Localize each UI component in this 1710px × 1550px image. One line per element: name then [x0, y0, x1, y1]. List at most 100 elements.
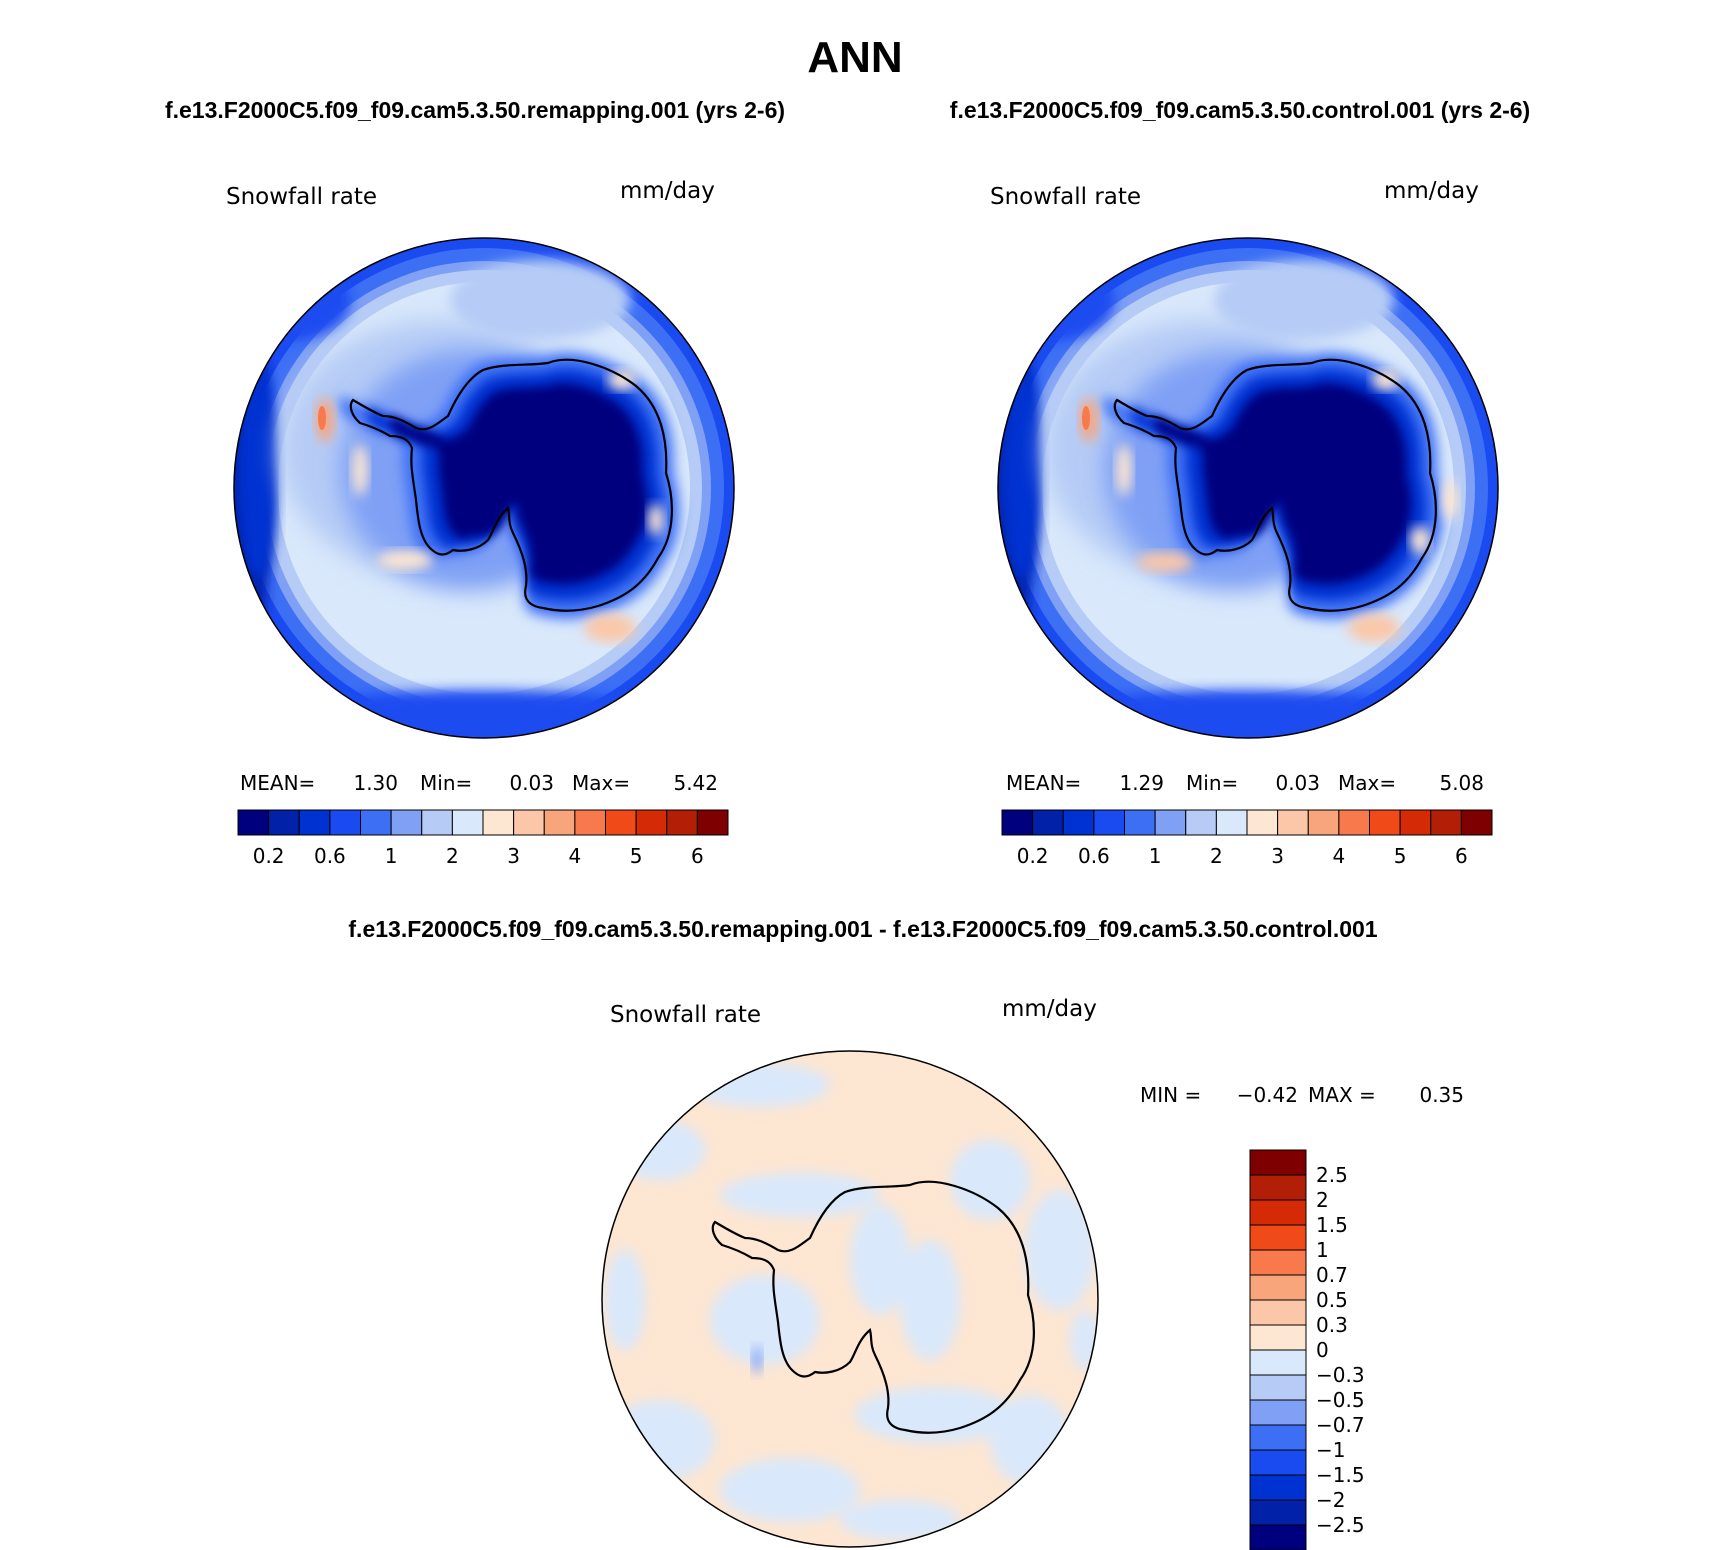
colorbar-tick-label: 0.3 [1316, 1313, 1348, 1337]
colorbar-swatch [451, 809, 484, 836]
colorbar-tick-label: 1 [1316, 1238, 1329, 1262]
colorbar-tick-label: 2 [1210, 844, 1223, 868]
colorbar-tick-label: 2 [446, 844, 459, 868]
colorbar-swatch [666, 809, 698, 836]
colorbar-swatch [1093, 809, 1125, 836]
colorbar-tick-label: 4 [569, 844, 582, 868]
colorbar-swatch [1249, 1274, 1307, 1301]
map-boundary [233, 237, 735, 739]
units-label: mm/day [1384, 178, 1479, 204]
colorbar-tick-label: 2 [1316, 1188, 1329, 1212]
panel-case-title: f.e13.F2000C5.f09_f09.cam5.3.50.control.… [950, 97, 1530, 123]
colorbar-swatch [1369, 809, 1401, 836]
colorbar-swatch [237, 809, 270, 836]
svg-text:MAX =: MAX = [1308, 1083, 1376, 1107]
colorbar-swatch [1249, 1424, 1307, 1451]
svg-text:MEAN=: MEAN= [240, 771, 315, 795]
svg-text:0.35: 0.35 [1419, 1083, 1464, 1107]
colorbar-tick-label: 4 [1333, 844, 1346, 868]
colorbar-tick-label: −1.5 [1316, 1463, 1365, 1487]
svg-text:Max=: Max= [572, 771, 630, 795]
difference-colorbar: 2.521.510.70.50.30−0.3−0.5−0.7−1−1.5−2−2… [1249, 1149, 1365, 1550]
colorbar-swatch [574, 809, 606, 836]
svg-text:MEAN=: MEAN= [1006, 771, 1081, 795]
colorbar-tick-label: 0.2 [253, 844, 285, 868]
svg-text:−0.42: −0.42 [1237, 1083, 1298, 1107]
panel-control: f.e13.F2000C5.f09_f09.cam5.3.50.control.… [950, 97, 1530, 868]
colorbar-swatch [1249, 1524, 1307, 1550]
units-label: mm/day [620, 178, 715, 204]
colorbar-tick-label: −2 [1316, 1488, 1345, 1512]
svg-text:MIN =: MIN = [1140, 1083, 1201, 1107]
svg-text:Max=: Max= [1338, 771, 1396, 795]
colorbar-tick-label: 0.7 [1316, 1263, 1348, 1287]
svg-text:0.03: 0.03 [1275, 771, 1320, 795]
colorbar-swatch [1277, 809, 1309, 836]
colorbar-swatch [513, 809, 545, 836]
colorbar-tick-label: 6 [691, 844, 704, 868]
colorbar-tick-label: −0.3 [1316, 1363, 1365, 1387]
snowfall-map [234, 238, 734, 738]
stats-line: MEAN= 1.30 Min= 0.03 Max= 5.42 [240, 771, 718, 795]
colorbar-tick-label: 0.6 [1078, 844, 1110, 868]
colorbar-tick-label: 5 [1394, 844, 1407, 868]
colorbar-swatch [1001, 809, 1034, 836]
colorbar-swatch [1249, 1349, 1307, 1376]
colorbar-swatch [1249, 1324, 1307, 1351]
colorbar-swatch [482, 809, 515, 836]
colorbar-tick-label: 0.6 [314, 844, 346, 868]
colorbar: 0.2 0.6 1 2 3 4 5 6 [1001, 809, 1493, 868]
colorbar-tick-label: 2.5 [1316, 1163, 1348, 1187]
colorbar-swatch [1249, 1149, 1307, 1176]
svg-text:5.42: 5.42 [673, 771, 718, 795]
colorbar-swatch [1249, 1399, 1307, 1426]
svg-text:1.30: 1.30 [353, 771, 398, 795]
colorbar-tick-label: 1.5 [1316, 1213, 1348, 1237]
colorbar-swatch [543, 809, 576, 836]
colorbar-tick-label: 3 [1271, 844, 1284, 868]
colorbar-swatch [1185, 809, 1217, 836]
colorbar-swatch [1399, 809, 1432, 836]
figure-title: ANN [807, 33, 902, 82]
colorbar-swatch [1430, 809, 1462, 836]
colorbar-swatch [1062, 809, 1095, 836]
panel-remapping: f.e13.F2000C5.f09_f09.cam5.3.50.remappin… [165, 97, 785, 868]
colorbar-tick-label: −0.5 [1316, 1388, 1365, 1412]
colorbar-swatch [421, 809, 453, 836]
difference-stats: MIN = −0.42 MAX = 0.35 [1140, 1083, 1464, 1107]
colorbar-tick-label: 0.2 [1017, 844, 1049, 868]
colorbar-swatch [390, 809, 423, 836]
colorbar-swatch [1032, 809, 1064, 836]
colorbar-swatch [605, 809, 637, 836]
colorbar-swatch [1246, 809, 1279, 836]
map-boundary [601, 1050, 1099, 1548]
panel-difference: f.e13.F2000C5.f09_f09.cam5.3.50.remappin… [348, 916, 1464, 1550]
colorbar-swatch [1249, 1199, 1307, 1226]
colorbar-swatch [635, 809, 668, 836]
difference-map [602, 1051, 1098, 1547]
colorbar-swatch [268, 809, 300, 836]
colorbar-tick-label: 0.5 [1316, 1288, 1348, 1312]
colorbar-swatch [1307, 809, 1340, 836]
colorbar-swatch [1249, 1174, 1307, 1201]
panel-case-title: f.e13.F2000C5.f09_f09.cam5.3.50.remappin… [165, 97, 785, 123]
svg-text:1.29: 1.29 [1119, 771, 1164, 795]
colorbar-tick-label: 0 [1316, 1338, 1329, 1362]
colorbar-swatch [1249, 1374, 1307, 1401]
svg-text:0.03: 0.03 [509, 771, 554, 795]
colorbar-tick-label: 1 [385, 844, 398, 868]
variable-label: Snowfall rate [990, 184, 1141, 210]
svg-text:Min=: Min= [420, 771, 472, 795]
colorbar-tick-label: 1 [1149, 844, 1162, 868]
colorbar-swatch [1249, 1499, 1307, 1526]
units-label: mm/day [1002, 996, 1097, 1022]
snowfall-map [998, 238, 1498, 738]
colorbar-swatch [1249, 1474, 1307, 1501]
variable-label: Snowfall rate [226, 184, 377, 210]
colorbar-swatch [1154, 809, 1187, 836]
colorbar-swatch [1215, 809, 1248, 836]
colorbar-swatch [298, 809, 331, 836]
colorbar-swatch [1460, 809, 1493, 836]
colorbar-swatch [1249, 1249, 1307, 1276]
